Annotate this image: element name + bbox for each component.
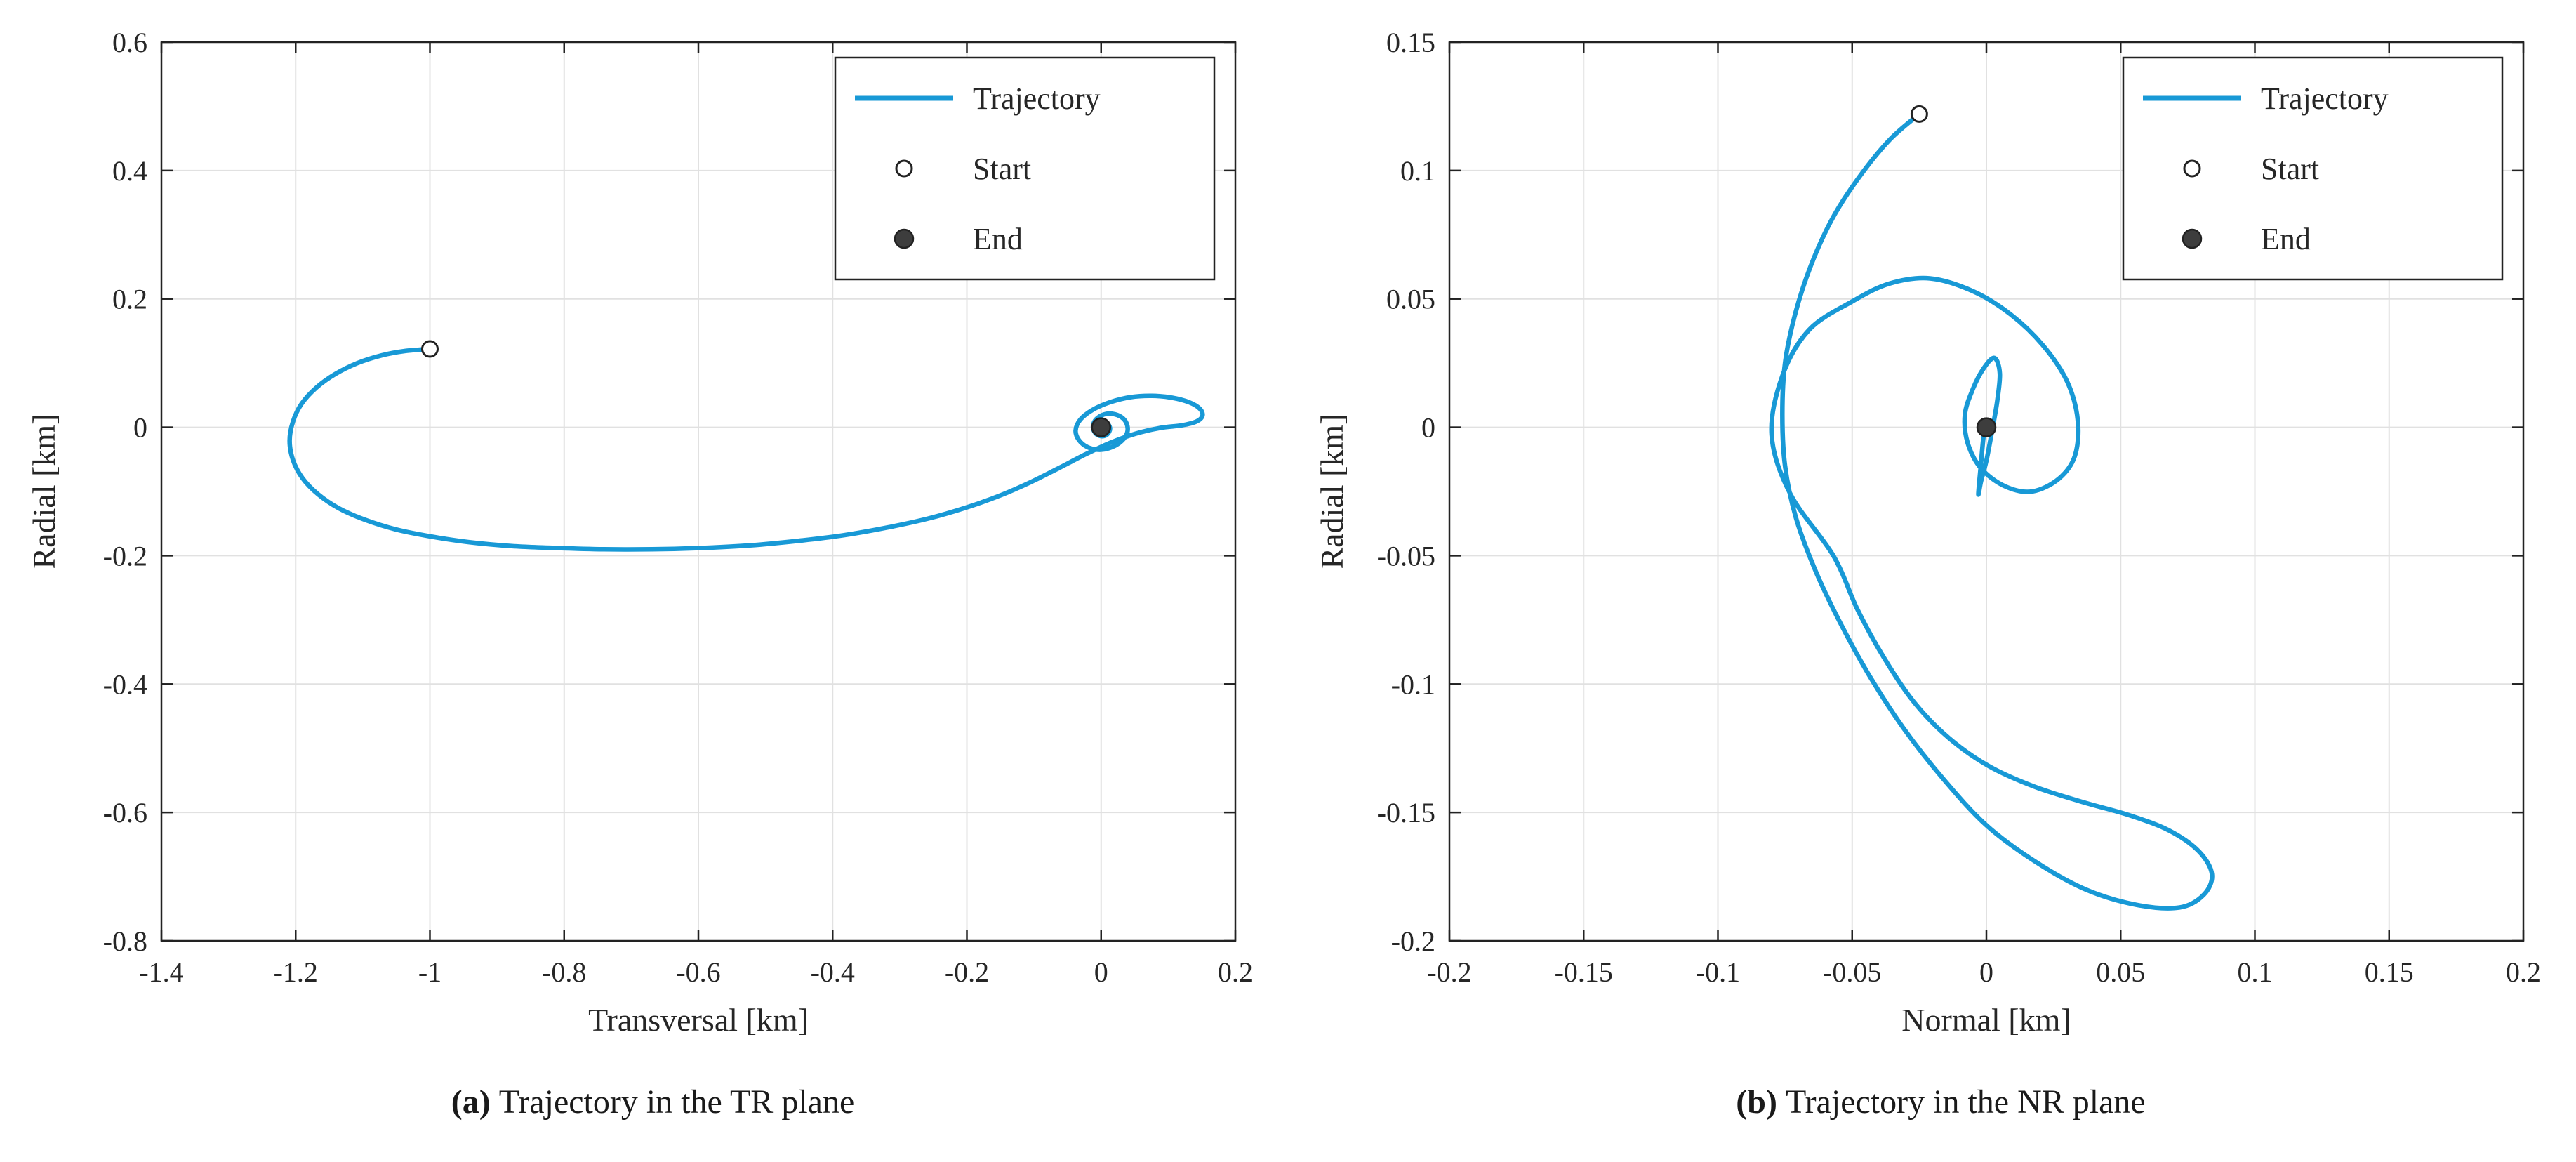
legend-label: End [2261, 222, 2311, 256]
trajectory-line [1769, 112, 2215, 911]
y-tick-label: -0.2 [1391, 925, 1435, 957]
end-marker [1091, 417, 1111, 437]
x-tick-label: 0 [1094, 956, 1108, 988]
x-axis-label: Normal [km] [1901, 1002, 2071, 1038]
nr-plane-plot: -0.2 -0.15 -0.1 -0.05 0 0.05 0.1 0.15 0.2 -0.2 -0.… [1288, 0, 2576, 1053]
plot-canvas-a: -1.4 -1.2 -1 -0.8 -0.6 -0.4 -0.2 0 0.2 -0.8 -0.6 -0… [26, 27, 1253, 1038]
x-tick-label: -0.15 [1555, 956, 1613, 988]
x-tick-label: -0.4 [811, 956, 855, 988]
y-tick-label: 0.1 [1400, 155, 1435, 187]
legend-label: Trajectory [973, 81, 1101, 116]
x-tick-label: 0 [1979, 956, 1993, 988]
x-tick-label: -0.2 [945, 956, 989, 988]
end-marker [1976, 417, 1997, 437]
start-marker [421, 340, 439, 358]
x-tick-label: -0.05 [1823, 956, 1881, 988]
y-tick-label: 0.4 [112, 155, 147, 187]
tr-plane-plot: -1.4 -1.2 -1 -0.8 -0.6 -0.4 -0.2 0 0.2 -0.8 -0.6 -0… [0, 0, 1288, 1053]
x-tick-label: 0.1 [2238, 956, 2273, 988]
caption-a-text: Trajectory in the TR plane [498, 1083, 855, 1121]
y-tick-label: -0.1 [1391, 668, 1435, 700]
legend-end-marker [894, 228, 915, 249]
caption-b-label: (b) [1736, 1083, 1777, 1121]
legend-label: End [973, 222, 1023, 256]
legend-label: Trajectory [2261, 81, 2389, 116]
legend-end-marker [2182, 228, 2203, 249]
y-tick-label: -0.6 [103, 797, 147, 828]
x-tick-label: -0.1 [1696, 956, 1740, 988]
y-axis-label: Radial [km] [26, 414, 62, 569]
x-tick-label: 0.2 [1218, 956, 1253, 988]
y-tick-label: -0.4 [103, 668, 147, 700]
x-tick-label: -1.4 [139, 956, 183, 988]
y-tick-label: 0 [133, 412, 147, 444]
trajectory-line [287, 346, 1205, 552]
x-tick-label: -0.2 [1427, 956, 1471, 988]
y-tick-label: 0 [1421, 412, 1435, 444]
legend-start-marker [895, 159, 913, 178]
y-tick-label: -0.05 [1377, 540, 1435, 572]
figure-panel-b: -0.2 -0.15 -0.1 -0.05 0 0.05 0.1 0.15 0.2 -0.2 -0.… [1288, 0, 2576, 1162]
caption-a-label: (a) [451, 1083, 491, 1121]
y-tick-label: 0.15 [1386, 27, 1435, 58]
y-tick-label: -0.2 [103, 540, 147, 572]
x-tick-label: 0.15 [2365, 956, 2414, 988]
y-tick-label: 0.05 [1386, 284, 1435, 315]
figure-panel-a: -1.4 -1.2 -1 -0.8 -0.6 -0.4 -0.2 0 0.2 -0.8 -0.6 -0… [0, 0, 1288, 1123]
plot-canvas-b: -0.2 -0.15 -0.1 -0.05 0 0.05 0.1 0.15 0.2 -0.2 -0.… [1314, 27, 2541, 1038]
caption-b-text: Trajectory in the NR plane [1785, 1083, 2146, 1121]
y-tick-label: 0.2 [112, 284, 147, 315]
x-tick-label: -0.8 [542, 956, 586, 988]
legend: Trajectory Start End [2122, 56, 2504, 281]
x-tick-label: -1.2 [274, 956, 318, 988]
legend-label: Start [2261, 152, 2319, 186]
tick-marks [160, 41, 1237, 942]
caption-b: (b) Trajectory in the NR plane [1358, 1081, 2523, 1123]
x-tick-label: 0.2 [2506, 956, 2541, 988]
start-marker [1910, 105, 1928, 123]
caption-a: (a) Trajectory in the TR plane [70, 1081, 1235, 1123]
x-tick-label: -0.6 [676, 956, 720, 988]
x-tick-label: 0.05 [2096, 956, 2145, 988]
y-tick-label: -0.8 [103, 925, 147, 957]
x-axis-label: Transversal [km] [588, 1002, 809, 1038]
legend-start-marker [2183, 159, 2201, 178]
tick-marks [1448, 41, 2525, 942]
y-axis-label: Radial [km] [1314, 414, 1350, 569]
y-tick-label: -0.15 [1377, 797, 1435, 828]
y-tick-label: 0.6 [112, 27, 147, 58]
x-tick-label: -1 [418, 956, 441, 988]
legend: Trajectory Start End [834, 56, 1216, 281]
legend-label: Start [973, 152, 1031, 186]
